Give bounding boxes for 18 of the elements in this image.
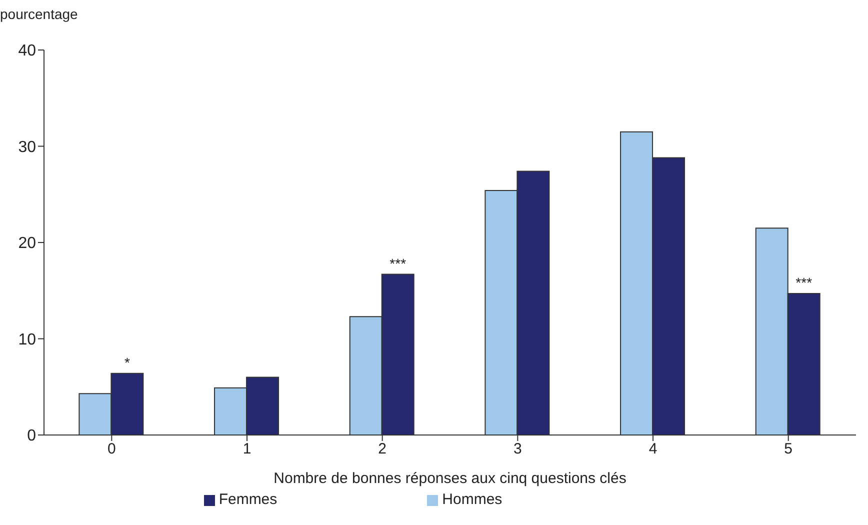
legend-label: Femmes <box>218 491 278 508</box>
y-tick-label: 10 <box>18 331 36 348</box>
y-tick-label: 30 <box>18 138 36 156</box>
y-tick-label: 20 <box>18 235 36 252</box>
x-tick-label: 4 <box>648 440 658 458</box>
y-tick-label: 40 <box>18 42 36 60</box>
y-axis-title: pourcentage <box>0 6 78 22</box>
x-tick-label: 1 <box>242 440 252 458</box>
x-tick-label: 2 <box>378 440 387 458</box>
legend-label: Hommes <box>442 491 502 508</box>
annotation: * <box>124 354 130 370</box>
annotation: *** <box>390 255 407 272</box>
y-tick-label: 0 <box>27 428 36 445</box>
annotation: *** <box>796 274 813 291</box>
x-tick-label: 5 <box>784 440 793 458</box>
x-tick-label: 3 <box>513 440 522 458</box>
x-axis-title: Nombre de bonnes réponses aux cinq questions clés <box>274 470 626 487</box>
x-tick-label: 0 <box>107 440 116 458</box>
